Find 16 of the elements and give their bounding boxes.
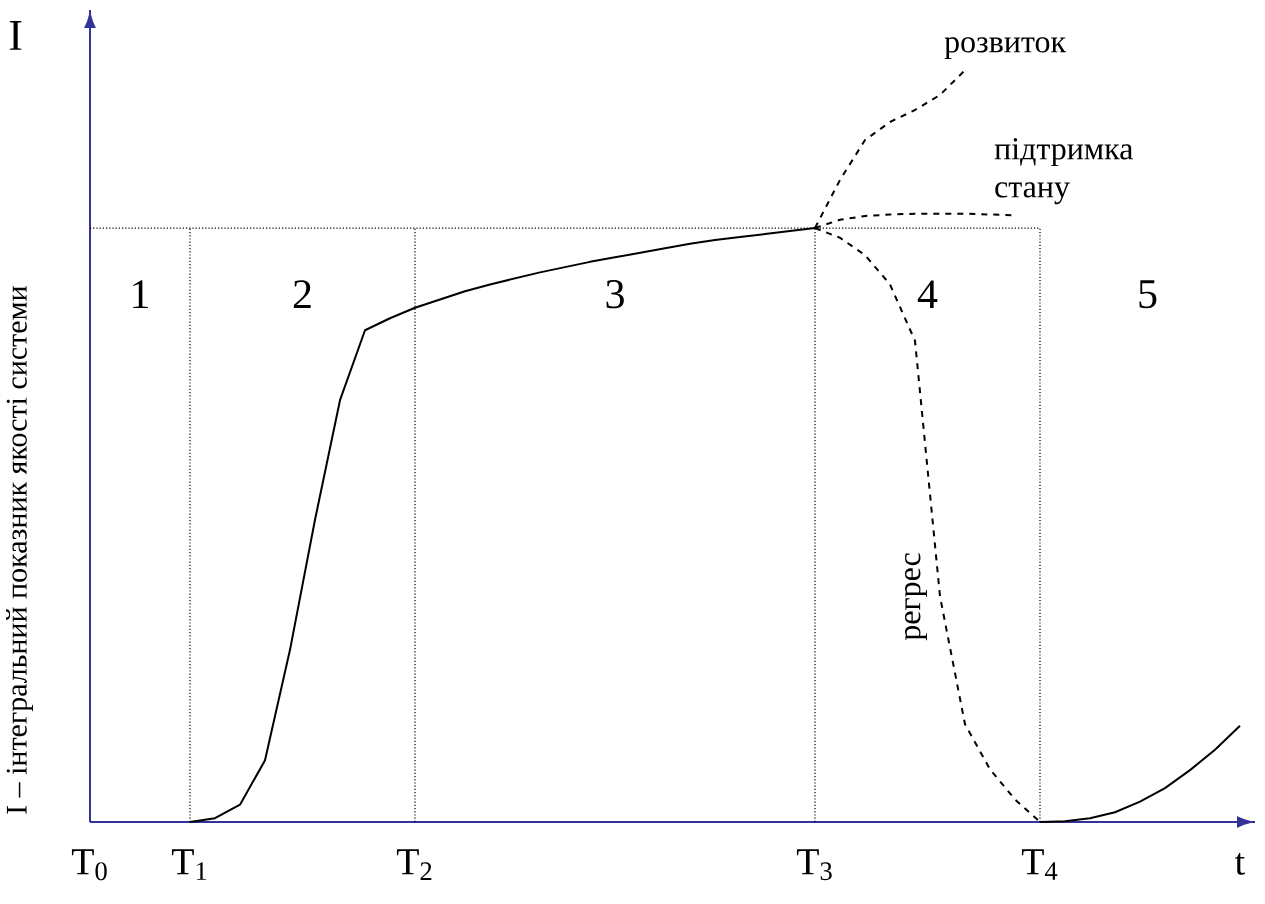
series-label: розвиток [944,37,1067,60]
series-label: підтримка стану [994,138,1133,205]
x-tick-label: T$_{0}$ [71,849,107,881]
annotation: 5 [1139,280,1157,309]
text: регрес [905,553,927,641]
x-axis-title: t [1234,853,1245,875]
text: I [9,21,22,50]
x-tick-label: T$_{3}$ [796,849,832,881]
annotation: 2 [293,280,311,309]
annotation: 3 [606,280,624,309]
x-tick-label: T$_{2}$ [396,849,432,880]
annotation: 1 [133,280,148,309]
x-tick-label: T$_{1}$ [171,849,207,880]
y-axis-title: I – інтегральний показник якості системи [6,286,33,814]
annotation: 4 [917,280,938,309]
x-tick-label: T$_{4}$ [1021,849,1058,880]
